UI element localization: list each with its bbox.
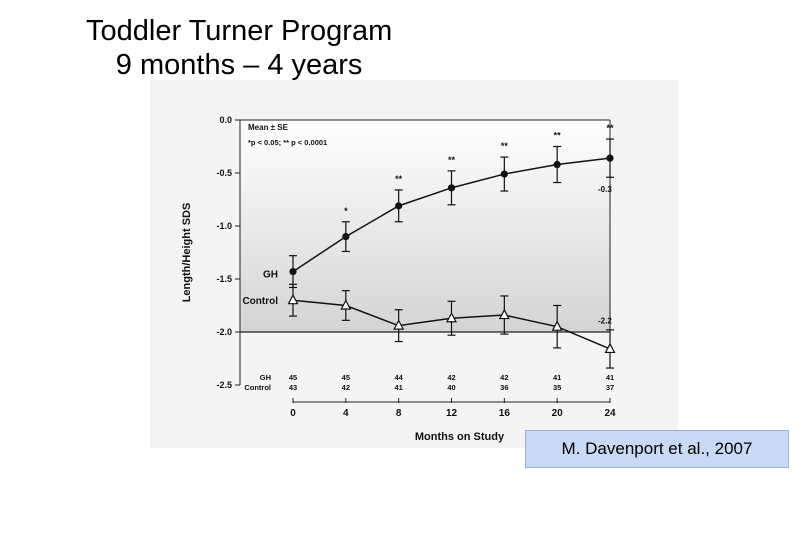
- data-point-control: [287, 293, 299, 305]
- data-point-gh: [500, 170, 508, 178]
- data-point-gh: [289, 267, 297, 276]
- y-tick-label: -1.5: [216, 274, 232, 284]
- y-tick-label: 0.0: [219, 115, 232, 125]
- n-count: 42: [342, 383, 350, 392]
- n-count: 41: [394, 383, 402, 392]
- n-count: 41: [606, 373, 614, 382]
- n-count: 35: [553, 383, 561, 392]
- data-point-control: [446, 311, 457, 323]
- line-chart: 0.0 -0.5 -1.0 -1.5 -2.0 -2.5 0 4 8 12 16 20 24 Months…: [150, 80, 678, 448]
- n-count: 44: [394, 373, 403, 382]
- slide-title-line1: Toddler Turner Program: [86, 15, 393, 47]
- slide-title: Toddler Turner Program 9 months – 4 year…: [86, 14, 392, 82]
- series-label-control: Control: [242, 296, 278, 307]
- significance-marker: **: [554, 131, 562, 141]
- n-count: 42: [447, 373, 455, 382]
- end-label-control: -2.2: [598, 316, 612, 325]
- n-count: 40: [447, 383, 455, 392]
- significance-note: *p < 0.05; ** p < 0.0001: [248, 138, 327, 147]
- data-point-gh: [447, 184, 456, 192]
- data-point-control: [498, 308, 510, 320]
- slide-title-line2: 9 months – 4 years: [115, 49, 363, 81]
- x-axis-title: Months on Study: [415, 431, 505, 443]
- data-point-gh: [606, 154, 614, 162]
- data-point-control: [340, 299, 352, 310]
- y-tick-label: -2.5: [216, 380, 232, 390]
- citation-box: M. Davenport et al., 2007: [525, 430, 789, 468]
- data-point-control: [393, 319, 405, 330]
- significance-marker: **: [395, 174, 403, 184]
- end-label-gh: -0.3: [598, 185, 612, 194]
- significance-marker: **: [606, 123, 614, 133]
- y-axis-title: Length/Height SDS: [181, 203, 193, 303]
- n-row-label-control: Control: [244, 383, 271, 392]
- data-point-control: [551, 320, 563, 331]
- data-point-control: [604, 342, 616, 354]
- legend-mean-se: Mean ± SE: [248, 123, 289, 132]
- x-tick-label: 4: [343, 408, 349, 419]
- x-tick-label: 12: [446, 408, 458, 419]
- y-tick-label: -2.0: [216, 327, 232, 337]
- chart-panel: 0.0 -0.5 -1.0 -1.5 -2.0 -2.5 0 4 8 12 16 20 24 Months…: [150, 80, 678, 448]
- n-count: 45: [289, 373, 297, 382]
- x-tick-label: 8: [396, 408, 402, 419]
- significance-marker: *: [344, 206, 348, 216]
- y-tick-label: -0.5: [216, 168, 232, 178]
- n-row-label-gh: GH: [260, 373, 271, 382]
- n-count: 37: [606, 383, 614, 392]
- plot-area: [240, 120, 610, 332]
- significance-marker: **: [501, 141, 509, 151]
- n-count: 36: [500, 383, 508, 392]
- data-point-gh: [395, 202, 403, 210]
- x-tick-label: 0: [290, 408, 296, 419]
- x-tick-label: 24: [604, 408, 616, 419]
- n-count: 42: [500, 373, 508, 382]
- data-point-gh: [553, 160, 561, 169]
- n-count: 45: [342, 373, 350, 382]
- data-point-gh: [342, 233, 350, 241]
- significance-marker: **: [448, 155, 456, 165]
- x-tick-label: 20: [552, 408, 564, 419]
- x-tick-label: 16: [499, 408, 511, 419]
- y-tick-label: -1.0: [216, 221, 232, 231]
- n-count: 43: [289, 383, 297, 392]
- series-label-gh: GH: [263, 270, 278, 281]
- n-count: 41: [553, 373, 561, 382]
